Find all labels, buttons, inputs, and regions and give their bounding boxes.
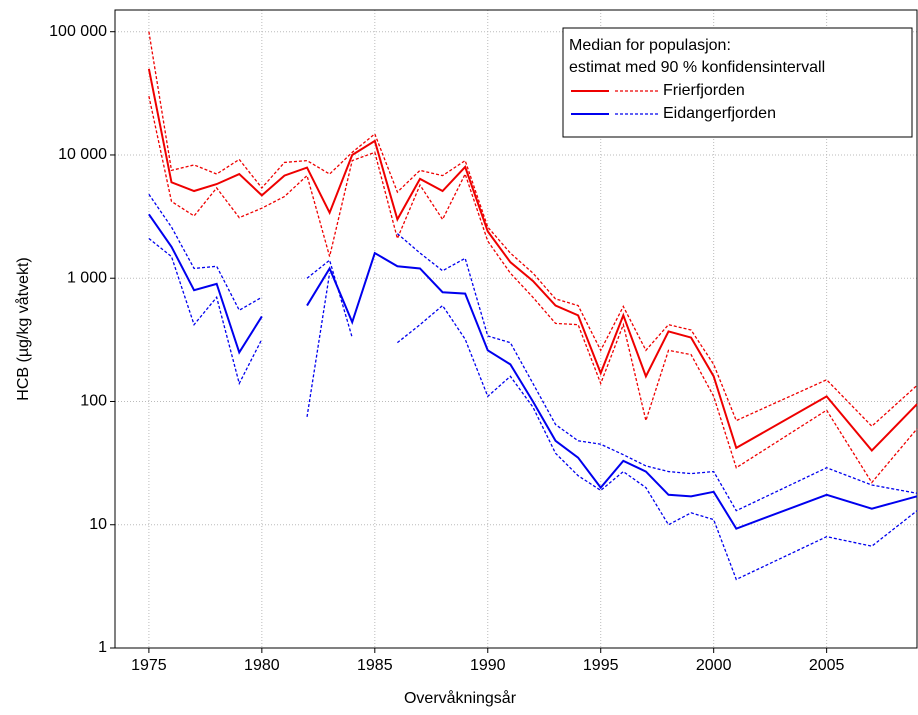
plot-frame	[114, 9, 918, 649]
legend-label: Frierfjorden	[663, 82, 745, 99]
y-tick-label: 1 000	[67, 269, 107, 286]
x-tick-label: 2005	[809, 657, 845, 674]
y-tick-label: 1	[98, 639, 107, 656]
legend-title: Median for populasjon:	[569, 37, 731, 54]
legend-box	[562, 27, 913, 138]
median-line	[147, 68, 918, 453]
y-tick-label: 100 000	[49, 23, 107, 40]
y-axis-label: HCB (µg/kg våtvekt)	[14, 257, 32, 400]
x-tick-label: 1980	[244, 657, 280, 674]
legend-label: Eidangerfjorden	[663, 105, 776, 122]
x-tick-label: 1985	[357, 657, 393, 674]
interval-line	[148, 31, 918, 428]
interval-line	[148, 237, 918, 581]
x-tick-label: 2000	[696, 657, 732, 674]
legend-title: estimat med 90 % konfidensintervall	[569, 59, 825, 76]
y-tick-label: 10	[89, 516, 107, 533]
x-tick-label: 1990	[470, 657, 506, 674]
interval-line	[148, 193, 918, 512]
x-axis-label: Overvåkningsår	[404, 689, 517, 707]
y-tick-label: 100	[80, 393, 107, 410]
x-tick-label: 1995	[583, 657, 619, 674]
x-tick-label: 1975	[131, 657, 167, 674]
interval-line	[148, 96, 918, 484]
median-line	[148, 213, 918, 530]
y-tick-label: 10 000	[58, 146, 107, 163]
